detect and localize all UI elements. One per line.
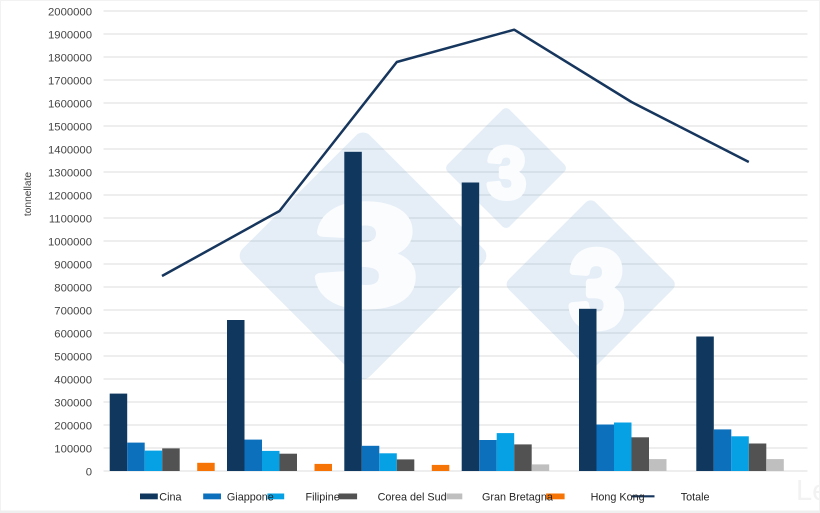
svg-text:1400000: 1400000 [48,144,92,156]
svg-text:3: 3 [487,134,526,214]
svg-text:1100000: 1100000 [49,213,92,225]
svg-text:700000: 700000 [54,305,92,317]
svg-text:300000: 300000 [54,397,92,409]
svg-text:1500000: 1500000 [48,121,92,133]
svg-text:Hong Kong: Hong Kong [591,492,645,504]
svg-text:1600000: 1600000 [48,98,92,110]
svg-text:Corea del Sud: Corea del Sud [378,492,447,504]
svg-text:2000000: 2000000 [48,6,92,18]
svg-text:Giappone: Giappone [227,492,274,504]
svg-text:1800000: 1800000 [48,52,92,64]
svg-text:800000: 800000 [54,282,92,294]
svg-text:3: 3 [317,177,417,334]
svg-text:Gran Bretagna: Gran Bretagna [482,492,553,504]
svg-text:1200000: 1200000 [48,190,92,202]
svg-text:Le: Le [796,475,820,507]
svg-text:100000: 100000 [54,443,92,455]
svg-text:1900000: 1900000 [48,29,92,41]
svg-text:900000: 900000 [54,259,92,271]
svg-text:500000: 500000 [54,351,92,363]
svg-text:1700000: 1700000 [48,75,92,87]
svg-text:3: 3 [570,228,625,350]
svg-text:0: 0 [86,466,92,478]
svg-text:1300000: 1300000 [48,167,92,179]
svg-text:Filipine: Filipine [306,492,340,504]
svg-text:400000: 400000 [54,374,92,386]
svg-text:tonnellate: tonnellate [23,172,34,217]
svg-text:Totale: Totale [681,492,710,504]
svg-text:Cina: Cina [159,492,181,504]
svg-text:1000000: 1000000 [48,236,92,248]
svg-text:600000: 600000 [54,328,92,340]
svg-text:200000: 200000 [54,420,92,432]
